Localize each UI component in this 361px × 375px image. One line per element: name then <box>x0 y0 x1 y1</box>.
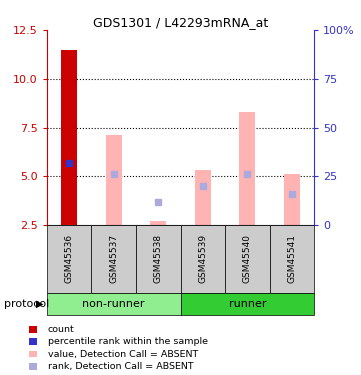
Text: GSM45541: GSM45541 <box>287 234 296 283</box>
Bar <box>106 135 122 225</box>
Text: GSM45538: GSM45538 <box>154 234 163 284</box>
Bar <box>61 50 77 225</box>
Title: GDS1301 / L42293mRNA_at: GDS1301 / L42293mRNA_at <box>93 16 268 29</box>
Text: GSM45540: GSM45540 <box>243 234 252 283</box>
Text: GSM45536: GSM45536 <box>65 234 74 284</box>
Text: value, Detection Call = ABSENT: value, Detection Call = ABSENT <box>48 350 198 358</box>
Bar <box>284 174 300 225</box>
Text: protocol: protocol <box>4 299 49 309</box>
Text: runner: runner <box>229 299 266 309</box>
Text: rank, Detection Call = ABSENT: rank, Detection Call = ABSENT <box>48 362 193 371</box>
Bar <box>151 221 166 225</box>
Text: ▶: ▶ <box>36 299 43 309</box>
Text: GSM45537: GSM45537 <box>109 234 118 284</box>
Text: percentile rank within the sample: percentile rank within the sample <box>48 337 208 346</box>
Text: count: count <box>48 325 74 334</box>
Text: non-runner: non-runner <box>82 299 145 309</box>
Text: GSM45539: GSM45539 <box>198 234 207 284</box>
Bar <box>195 170 210 225</box>
Bar <box>239 112 255 225</box>
